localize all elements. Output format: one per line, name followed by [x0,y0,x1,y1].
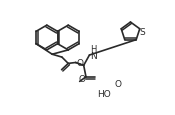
Text: S: S [139,28,145,37]
Text: O: O [79,75,86,84]
Text: O: O [115,80,122,89]
Text: O: O [76,59,83,68]
Text: HO: HO [97,89,110,98]
Text: H: H [90,45,96,53]
Text: N: N [90,51,96,60]
